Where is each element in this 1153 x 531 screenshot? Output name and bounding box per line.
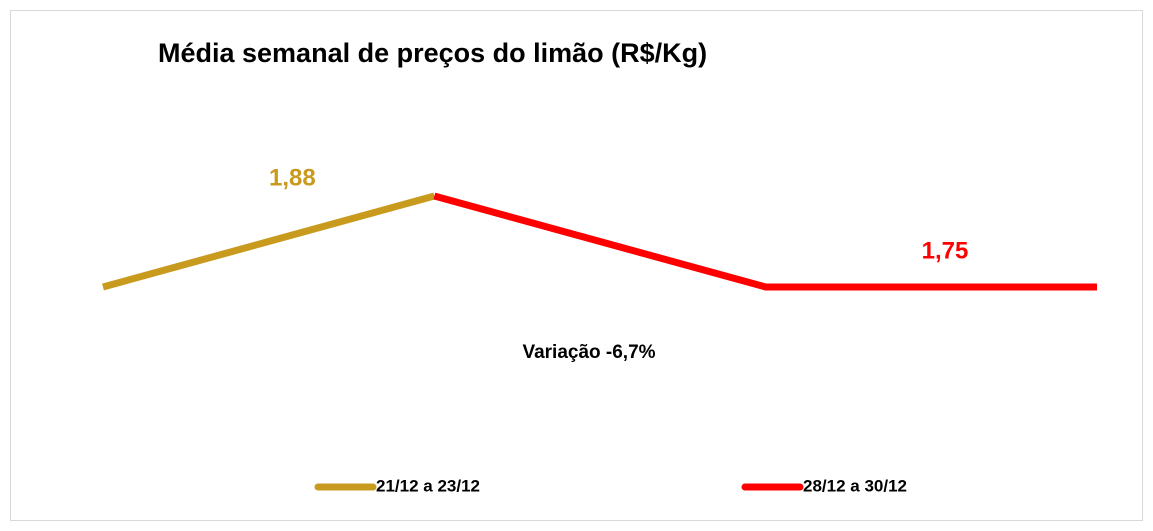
chart-title: Média semanal de preços do limão (R$/Kg) — [158, 38, 707, 68]
data-label: 1,75 — [922, 237, 969, 264]
legend-label: 21/12 a 23/12 — [376, 476, 480, 495]
annotation: Variação -6,7% — [522, 342, 655, 363]
series-line — [102, 192, 436, 291]
series-line — [433, 192, 1097, 291]
data-label: 1,88 — [269, 164, 316, 191]
legend-label: 28/12 a 30/12 — [803, 476, 907, 495]
chart-frame — [10, 10, 1143, 521]
